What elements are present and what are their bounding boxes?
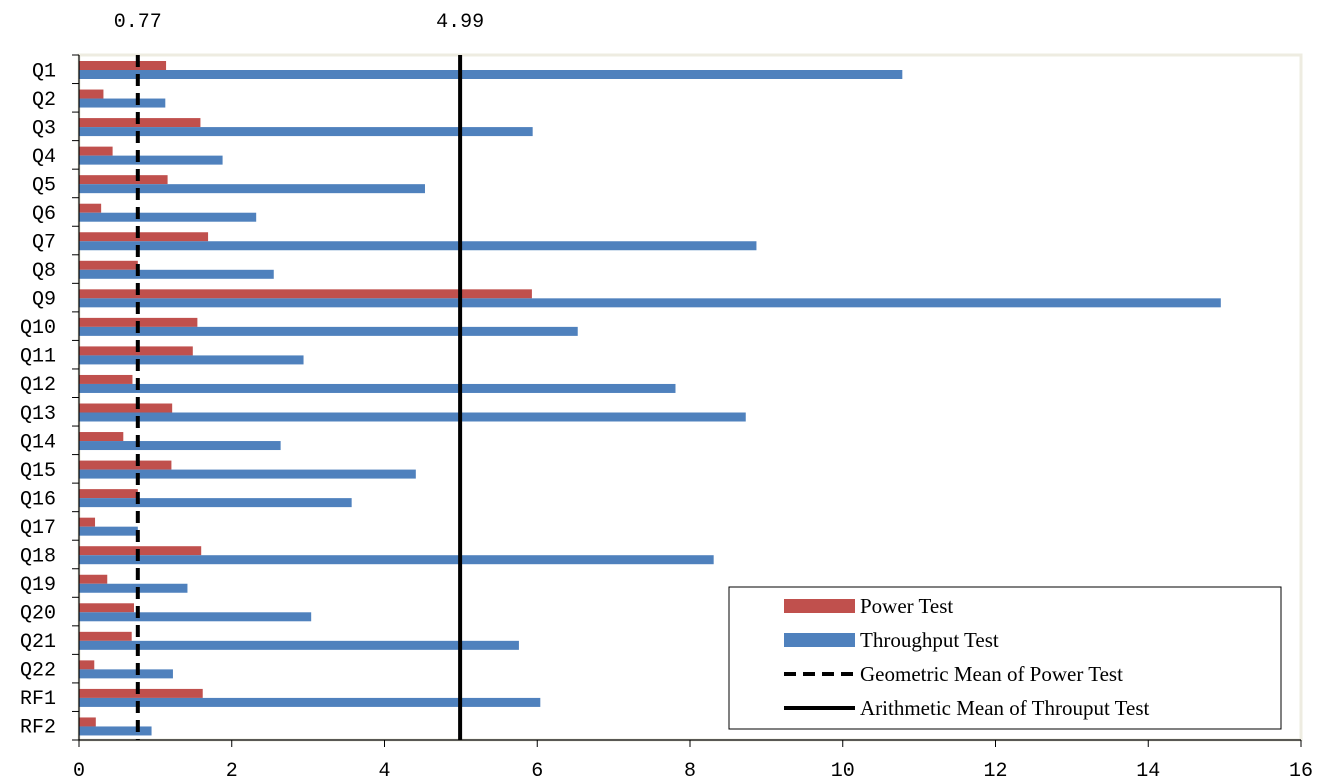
bar-throughput-test-q18 bbox=[79, 555, 714, 565]
geometric-mean-value-label: 0.77 bbox=[114, 11, 162, 34]
axes-layer: Q1 Q2 Q3 Q4 Q5 Q6 Q7 Q8 Q9 Q10 Q11 Q12 Q13 Q14 Q15 Q16 Q… bbox=[20, 54, 1313, 783]
bar-throughput-test-rf2 bbox=[79, 726, 152, 736]
y-tick-label: Q22 bbox=[20, 660, 56, 683]
y-tick-label: RF1 bbox=[20, 688, 56, 711]
bar-power-test-q1 bbox=[79, 61, 167, 70]
x-tick-label: 8 bbox=[684, 760, 696, 783]
bar-power-test-rf2 bbox=[79, 717, 96, 727]
bar-throughput-test-q21 bbox=[79, 640, 519, 650]
bar-power-test-q15 bbox=[79, 460, 172, 470]
x-tick-label: 2 bbox=[226, 760, 238, 783]
bar-power-test-q8 bbox=[79, 260, 138, 270]
bar-throughput-test-q13 bbox=[79, 412, 746, 422]
y-tick-label: Q16 bbox=[20, 488, 56, 511]
y-tick-label: Q13 bbox=[20, 403, 56, 426]
x-tick-label: 10 bbox=[831, 760, 855, 783]
y-tick-label: Q9 bbox=[32, 289, 56, 312]
x-tick-label: 0 bbox=[73, 760, 85, 783]
bar-power-test-q21 bbox=[79, 631, 132, 641]
bar-throughput-test-rf1 bbox=[79, 697, 541, 707]
y-tick-label: Q8 bbox=[32, 260, 56, 283]
y-tick-label: Q18 bbox=[20, 545, 56, 568]
bar-throughput-test-q8 bbox=[79, 269, 274, 279]
y-tick-label: Q7 bbox=[32, 232, 56, 255]
bar-throughput-test-q15 bbox=[79, 469, 416, 479]
bar-throughput-test-q16 bbox=[79, 498, 352, 508]
y-tick-label: Q20 bbox=[20, 603, 56, 626]
legend-entry-2-label: Throughput Test bbox=[860, 628, 999, 652]
y-tick-label: RF2 bbox=[20, 717, 56, 740]
y-tick-label: Q15 bbox=[20, 460, 56, 483]
y-tick-label: Q11 bbox=[20, 346, 56, 369]
bar-throughput-test-q7 bbox=[79, 241, 757, 251]
legend-entry-4-label: Arithmetic Mean of Throuput Test bbox=[860, 696, 1150, 720]
bar-power-test-q18 bbox=[79, 546, 202, 556]
bars-layer bbox=[79, 61, 1221, 736]
bar-power-test-q16 bbox=[79, 489, 138, 499]
y-tick-label: Q19 bbox=[20, 574, 56, 597]
y-tick-label: Q4 bbox=[32, 146, 56, 169]
bar-power-test-q6 bbox=[79, 203, 102, 213]
bar-throughput-test-q3 bbox=[79, 127, 533, 137]
bar-throughput-test-q10 bbox=[79, 326, 578, 336]
bar-throughput-test-q20 bbox=[79, 612, 312, 622]
y-tick-label: Q17 bbox=[20, 517, 56, 540]
bar-throughput-test-q22 bbox=[79, 669, 173, 679]
bar-power-test-q9 bbox=[79, 289, 532, 299]
y-tick-label: Q14 bbox=[20, 431, 56, 454]
bar-throughput-test-q5 bbox=[79, 184, 425, 194]
bar-power-test-q17 bbox=[79, 517, 96, 527]
bar-power-test-q19 bbox=[79, 574, 108, 584]
bar-throughput-test-q12 bbox=[79, 383, 676, 393]
bar-power-test-q7 bbox=[79, 232, 209, 242]
legend-entry-2-swatch bbox=[784, 633, 855, 647]
bar-power-test-q13 bbox=[79, 403, 173, 413]
y-tick-label: Q5 bbox=[32, 174, 56, 197]
bar-throughput-test-q14 bbox=[79, 441, 281, 451]
x-tick-label: 4 bbox=[378, 760, 390, 783]
bar-power-test-q14 bbox=[79, 432, 124, 442]
bar-power-test-q4 bbox=[79, 146, 113, 156]
bar-throughput-test-q9 bbox=[79, 298, 1221, 308]
x-tick-label: 12 bbox=[983, 760, 1007, 783]
y-tick-label: Q2 bbox=[32, 89, 56, 112]
reference-lines-layer: 0.77 4.99 bbox=[114, 11, 484, 740]
y-tick-label: Q12 bbox=[20, 374, 56, 397]
x-tick-label: 14 bbox=[1136, 760, 1160, 783]
legend-entry-3-label: Geometric Mean of Power Test bbox=[860, 662, 1123, 686]
x-tick-label: 6 bbox=[531, 760, 543, 783]
legend: Power Test Throughput Test Geometric Mean … bbox=[728, 586, 1282, 730]
legend-entry-1-label: Power Test bbox=[860, 594, 953, 618]
arithmetic-mean-value-label: 4.99 bbox=[436, 11, 484, 34]
bar-power-test-q2 bbox=[79, 89, 104, 99]
y-tick-label: Q6 bbox=[32, 203, 56, 226]
bar-throughput-test-q6 bbox=[79, 212, 257, 222]
y-tick-label: Q21 bbox=[20, 631, 56, 654]
bar-power-test-q5 bbox=[79, 175, 168, 185]
bar-power-test-q22 bbox=[79, 660, 95, 670]
legend-entry-1-swatch bbox=[784, 599, 855, 613]
bar-throughput-test-q11 bbox=[79, 355, 304, 365]
bar-throughput-test-q19 bbox=[79, 583, 188, 593]
y-tick-label: Q3 bbox=[32, 117, 56, 140]
bar-power-test-rf1 bbox=[79, 688, 203, 698]
bar-power-test-q12 bbox=[79, 374, 133, 384]
x-tick-label: 16 bbox=[1289, 760, 1313, 783]
bar-throughput-test-q17 bbox=[79, 526, 138, 536]
y-tick-label: Q10 bbox=[20, 317, 56, 340]
bar-power-test-q20 bbox=[79, 603, 134, 613]
bar-throughput-test-q1 bbox=[79, 70, 903, 79]
bar-throughput-test-q4 bbox=[79, 155, 223, 165]
bar-throughput-test-q2 bbox=[79, 98, 166, 108]
y-tick-label: Q1 bbox=[32, 60, 56, 83]
